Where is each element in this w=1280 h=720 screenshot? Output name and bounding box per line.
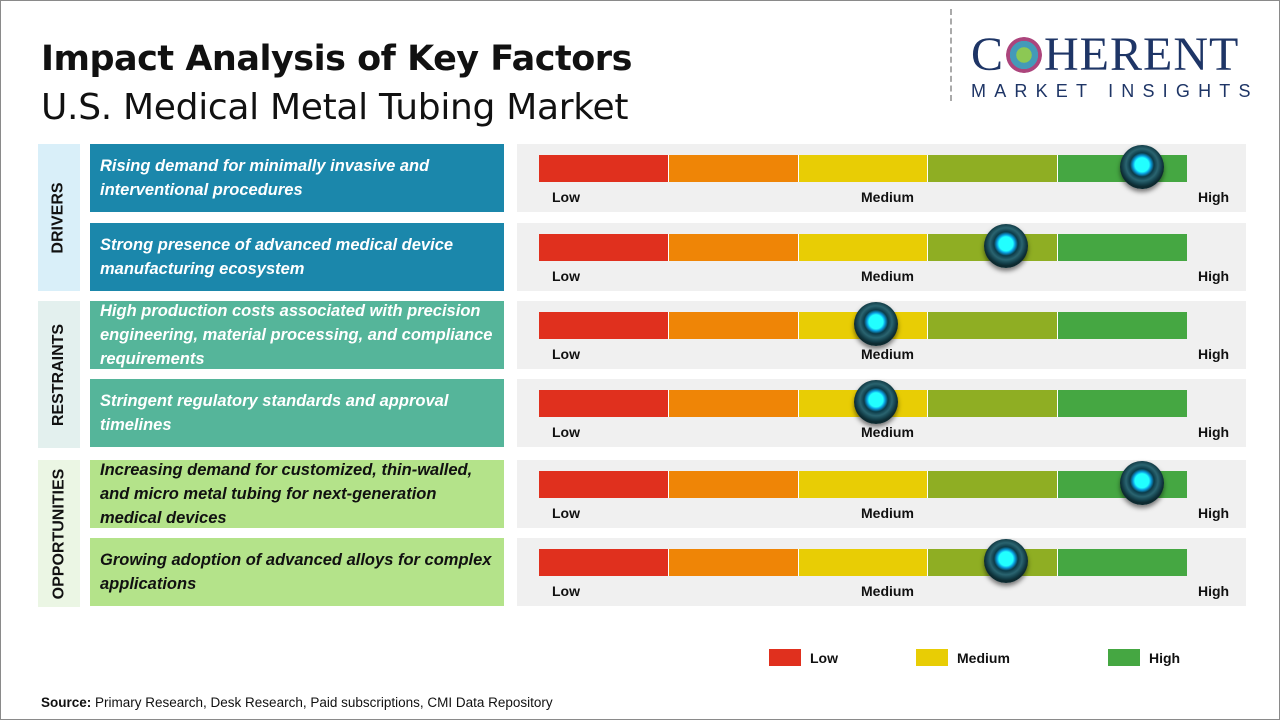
scale-high-label: High xyxy=(1198,424,1230,440)
impact-indicator-knob xyxy=(853,380,898,424)
scale-low-label: Low xyxy=(552,505,580,521)
scale-medium-label: Medium xyxy=(861,268,914,284)
impact-segment xyxy=(1058,549,1187,576)
scale-low-label: Low xyxy=(552,424,580,440)
impact-bar xyxy=(539,312,1187,339)
impact-meter: Low Medium High xyxy=(517,460,1246,528)
impact-segment xyxy=(668,155,799,182)
scale-medium-label: Medium xyxy=(861,583,914,599)
scale-high-label: High xyxy=(1198,268,1230,284)
factor-text: Stringent regulatory standards and appro… xyxy=(90,379,504,447)
scale-low-label: Low xyxy=(552,268,580,284)
scale-medium-label: Medium xyxy=(861,346,914,362)
impact-segment xyxy=(928,390,1059,417)
impact-segment xyxy=(539,312,669,339)
impact-indicator-knob xyxy=(853,302,898,346)
logo-text-right: HERENT xyxy=(1044,28,1240,81)
legend-medium: Medium xyxy=(916,649,1010,666)
legend-high: High xyxy=(1108,649,1180,666)
impact-segment xyxy=(539,549,669,576)
impact-meter: Low Medium High xyxy=(517,538,1246,606)
impact-meter: Low Medium High xyxy=(517,144,1246,212)
factor-text: High production costs associated with pr… xyxy=(90,301,504,369)
impact-segment xyxy=(539,471,669,498)
factor-text: Strong presence of advanced medical devi… xyxy=(90,223,504,291)
scale-high-label: High xyxy=(1198,505,1230,521)
impact-meter: Low Medium High xyxy=(517,379,1246,447)
scale-low-label: Low xyxy=(552,346,580,362)
impact-segment xyxy=(798,471,929,498)
impact-segment xyxy=(668,549,799,576)
impact-segment xyxy=(668,390,799,417)
logo-subtext: MARKET INSIGHTS xyxy=(971,81,1259,101)
globe-icon xyxy=(1006,37,1043,73)
impact-segment xyxy=(1058,234,1187,261)
scale-high-label: High xyxy=(1198,189,1230,205)
impact-segment xyxy=(798,155,929,182)
impact-bar xyxy=(539,234,1187,261)
impact-meter: Low Medium High xyxy=(517,223,1246,291)
impact-segment xyxy=(928,471,1059,498)
scale-high-label: High xyxy=(1198,346,1230,362)
group-label-opportunities: OPPORTUNITIES xyxy=(38,460,80,607)
factor-text: Increasing demand for customized, thin-w… xyxy=(90,460,504,528)
impact-indicator-knob xyxy=(1119,145,1164,189)
scale-low-label: Low xyxy=(552,189,580,205)
impact-segment xyxy=(668,234,799,261)
legend-swatch-medium xyxy=(916,649,948,666)
legend-swatch-high xyxy=(1108,649,1140,666)
impact-indicator-knob xyxy=(983,224,1028,268)
group-label-drivers: DRIVERS xyxy=(38,144,80,291)
source-note: Source: Primary Research, Desk Research,… xyxy=(41,695,553,710)
logo-text-left: C xyxy=(971,28,1005,81)
scale-low-label: Low xyxy=(552,583,580,599)
legend-swatch-low xyxy=(769,649,801,666)
page-subtitle: U.S. Medical Metal Tubing Market xyxy=(41,87,629,128)
legend-low: Low xyxy=(769,649,838,666)
page-title: Impact Analysis of Key Factors xyxy=(41,39,632,79)
impact-segment xyxy=(928,155,1059,182)
impact-indicator-knob xyxy=(1119,461,1164,505)
impact-segment xyxy=(798,549,929,576)
scale-medium-label: Medium xyxy=(861,189,914,205)
company-logo: C HERENT MARKET INSIGHTS xyxy=(971,31,1261,102)
divider xyxy=(950,9,952,101)
impact-bar xyxy=(539,549,1187,576)
impact-segment xyxy=(1058,390,1187,417)
scale-medium-label: Medium xyxy=(861,424,914,440)
impact-meter: Low Medium High xyxy=(517,301,1246,369)
impact-indicator-knob xyxy=(983,539,1028,583)
impact-segment xyxy=(798,234,929,261)
scale-high-label: High xyxy=(1198,583,1230,599)
impact-segment xyxy=(539,155,669,182)
impact-bar xyxy=(539,155,1187,182)
factor-text: Rising demand for minimally invasive and… xyxy=(90,144,504,212)
scale-medium-label: Medium xyxy=(861,505,914,521)
factor-text: Growing adoption of advanced alloys for … xyxy=(90,538,504,606)
impact-bar xyxy=(539,471,1187,498)
impact-segment xyxy=(1058,312,1187,339)
impact-segment xyxy=(539,234,669,261)
impact-segment xyxy=(668,471,799,498)
impact-segment xyxy=(539,390,669,417)
impact-segment xyxy=(928,312,1059,339)
impact-segment xyxy=(668,312,799,339)
group-label-restraints: RESTRAINTS xyxy=(38,301,80,448)
